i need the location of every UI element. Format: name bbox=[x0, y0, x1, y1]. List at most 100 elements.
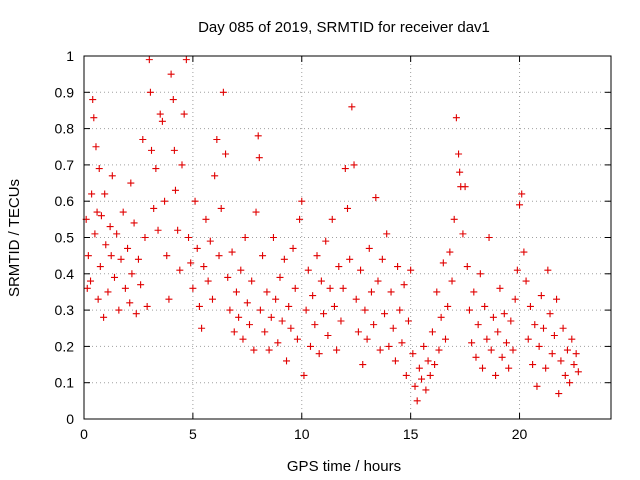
data-point bbox=[274, 339, 282, 347]
data-point bbox=[113, 230, 121, 238]
data-point bbox=[574, 368, 582, 376]
data-point bbox=[191, 197, 199, 205]
data-point bbox=[433, 288, 441, 296]
data-point bbox=[411, 382, 419, 390]
data-point bbox=[354, 328, 362, 336]
data-point bbox=[154, 226, 162, 234]
data-point bbox=[87, 277, 95, 285]
data-point bbox=[500, 310, 508, 318]
data-point bbox=[526, 302, 534, 310]
data-point bbox=[324, 332, 332, 340]
y-tick-label: 0.1 bbox=[55, 375, 75, 391]
data-point bbox=[533, 382, 541, 390]
data-point bbox=[441, 335, 449, 343]
data-point bbox=[450, 215, 458, 223]
y-tick-label: 0.8 bbox=[55, 121, 75, 137]
x-tick-label: 20 bbox=[512, 426, 528, 442]
data-point bbox=[124, 244, 132, 252]
data-point bbox=[94, 295, 102, 303]
data-point bbox=[237, 266, 245, 274]
data-point bbox=[524, 335, 532, 343]
data-point bbox=[367, 288, 375, 296]
data-point bbox=[394, 263, 402, 271]
data-point bbox=[263, 288, 271, 296]
data-point bbox=[195, 302, 203, 310]
data-point bbox=[341, 165, 349, 173]
data-point bbox=[422, 386, 430, 394]
data-point bbox=[518, 190, 526, 198]
data-points bbox=[82, 56, 582, 405]
data-point bbox=[455, 150, 463, 158]
data-point bbox=[84, 252, 92, 260]
data-point bbox=[106, 223, 114, 231]
data-point bbox=[213, 135, 221, 143]
y-tick-label: 0.5 bbox=[55, 230, 75, 246]
data-point bbox=[121, 284, 129, 292]
data-point bbox=[309, 292, 317, 300]
data-point bbox=[415, 364, 423, 372]
data-point bbox=[117, 255, 125, 263]
data-point bbox=[439, 259, 447, 267]
data-point bbox=[265, 346, 273, 354]
data-point bbox=[378, 255, 386, 263]
data-point bbox=[146, 88, 154, 96]
data-point bbox=[255, 154, 263, 162]
data-point bbox=[413, 397, 421, 405]
data-point bbox=[119, 208, 127, 216]
data-point bbox=[283, 357, 291, 365]
data-point bbox=[398, 339, 406, 347]
data-point bbox=[444, 302, 452, 310]
data-point bbox=[520, 248, 528, 256]
data-point bbox=[198, 324, 206, 332]
data-point bbox=[107, 252, 115, 260]
data-point bbox=[335, 263, 343, 271]
data-point bbox=[96, 263, 104, 271]
x-tick-label: 0 bbox=[80, 426, 88, 442]
data-point bbox=[396, 306, 404, 314]
data-point bbox=[333, 346, 341, 354]
data-point bbox=[494, 328, 502, 336]
data-point bbox=[152, 165, 160, 173]
data-point bbox=[483, 335, 491, 343]
data-point bbox=[418, 375, 426, 383]
data-point bbox=[291, 284, 299, 292]
data-point bbox=[141, 234, 149, 241]
data-point bbox=[409, 350, 417, 358]
data-point bbox=[424, 357, 432, 365]
data-point bbox=[363, 335, 371, 343]
data-point bbox=[89, 96, 97, 104]
x-tick-label: 5 bbox=[189, 426, 197, 442]
data-point bbox=[202, 215, 210, 223]
x-tick-label: 10 bbox=[294, 426, 310, 442]
data-point bbox=[161, 197, 169, 205]
data-point bbox=[101, 190, 109, 198]
data-point bbox=[339, 284, 347, 292]
data-point bbox=[100, 313, 108, 321]
data-point bbox=[269, 234, 277, 241]
data-point bbox=[272, 295, 280, 303]
data-point bbox=[370, 321, 378, 329]
data-point bbox=[171, 186, 179, 194]
plot-frame bbox=[83, 55, 612, 420]
y-tick-label: 0.3 bbox=[55, 302, 75, 318]
data-point bbox=[448, 277, 456, 285]
data-point bbox=[289, 244, 297, 252]
data-point bbox=[248, 277, 256, 285]
axis-ticks: 00.10.20.30.40.50.60.70.80.910 5 10 15 20 bbox=[55, 48, 611, 442]
data-point bbox=[531, 321, 539, 329]
data-point bbox=[311, 321, 319, 329]
data-point bbox=[404, 317, 412, 325]
data-point bbox=[239, 335, 247, 343]
data-point bbox=[156, 110, 164, 118]
data-point bbox=[529, 361, 537, 369]
data-point bbox=[446, 248, 454, 256]
data-point bbox=[328, 215, 336, 223]
data-point bbox=[546, 310, 554, 318]
data-point bbox=[542, 364, 550, 372]
data-point bbox=[88, 190, 96, 198]
data-point bbox=[167, 70, 175, 78]
data-point bbox=[492, 371, 500, 379]
data-point bbox=[428, 328, 436, 336]
data-point bbox=[296, 215, 304, 223]
